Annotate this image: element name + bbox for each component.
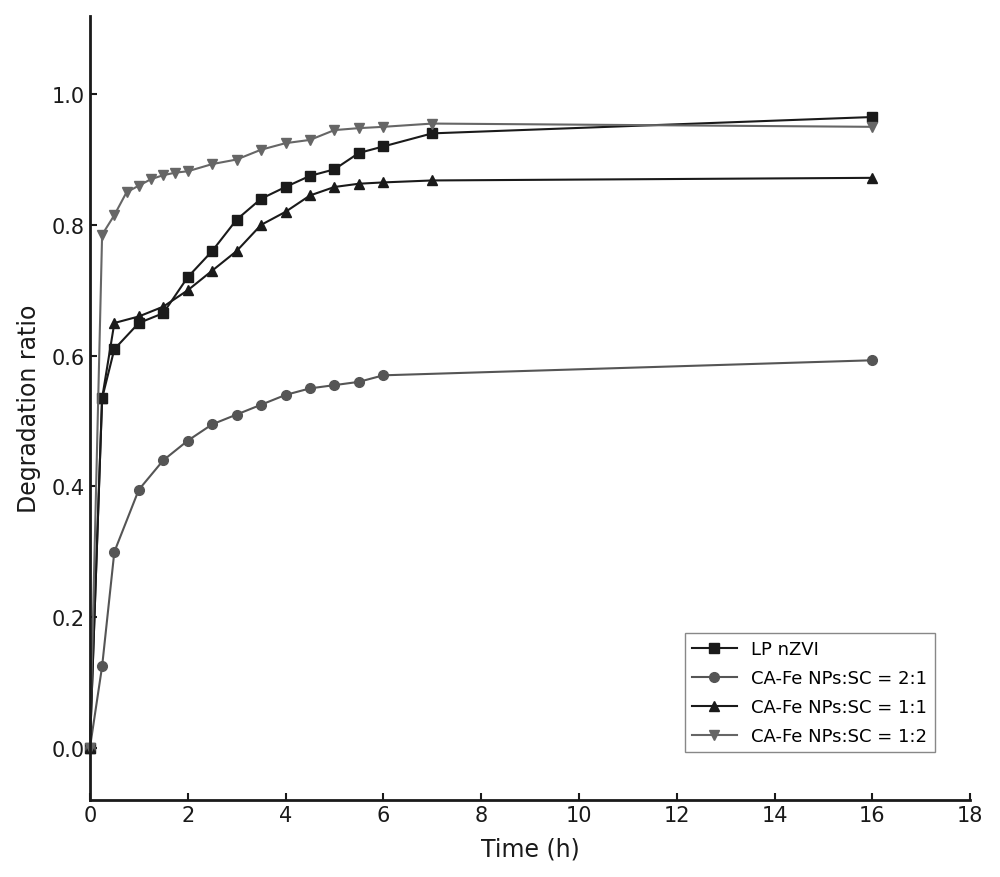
CA-Fe NPs:SC = 1:1 <box>96 394 108 404</box>
LP nZVI <box>182 273 194 283</box>
CA-Fe NPs:SC = 1:1 <box>133 312 145 323</box>
CA-Fe NPs:SC = 1:2 <box>182 167 194 177</box>
CA-Fe NPs:SC = 1:2 <box>96 230 108 240</box>
X-axis label: Time (h): Time (h) <box>481 837 579 860</box>
CA-Fe NPs:SC = 2:1 <box>157 455 169 466</box>
CA-Fe NPs:SC = 1:1 <box>866 174 878 184</box>
CA-Fe NPs:SC = 1:1 <box>377 178 389 189</box>
CA-Fe NPs:SC = 1:1 <box>157 302 169 312</box>
CA-Fe NPs:SC = 2:1 <box>206 419 218 430</box>
CA-Fe NPs:SC = 1:2 <box>353 124 365 134</box>
CA-Fe NPs:SC = 2:1 <box>353 377 365 388</box>
CA-Fe NPs:SC = 1:1 <box>304 191 316 202</box>
CA-Fe NPs:SC = 1:1 <box>255 220 267 231</box>
CA-Fe NPs:SC = 1:2 <box>133 182 145 192</box>
CA-Fe NPs:SC = 1:1 <box>182 286 194 296</box>
Line: CA-Fe NPs:SC = 1:1: CA-Fe NPs:SC = 1:1 <box>85 174 877 753</box>
CA-Fe NPs:SC = 1:2 <box>121 188 133 198</box>
LP nZVI <box>84 743 96 753</box>
LP nZVI <box>426 129 438 139</box>
CA-Fe NPs:SC = 2:1 <box>84 743 96 753</box>
CA-Fe NPs:SC = 1:2 <box>145 175 157 185</box>
LP nZVI <box>206 246 218 257</box>
LP nZVI <box>133 318 145 329</box>
CA-Fe NPs:SC = 2:1 <box>377 371 389 381</box>
CA-Fe NPs:SC = 1:2 <box>377 123 389 133</box>
Line: LP nZVI: LP nZVI <box>85 113 877 753</box>
CA-Fe NPs:SC = 1:1 <box>231 246 243 257</box>
CA-Fe NPs:SC = 1:1 <box>353 179 365 189</box>
CA-Fe NPs:SC = 1:2 <box>206 160 218 170</box>
LP nZVI <box>328 165 340 175</box>
Line: CA-Fe NPs:SC = 1:2: CA-Fe NPs:SC = 1:2 <box>85 119 877 753</box>
CA-Fe NPs:SC = 1:2 <box>84 743 96 753</box>
CA-Fe NPs:SC = 2:1 <box>866 355 878 366</box>
Legend: LP nZVI, CA-Fe NPs:SC = 2:1, CA-Fe NPs:SC = 1:1, CA-Fe NPs:SC = 1:2: LP nZVI, CA-Fe NPs:SC = 2:1, CA-Fe NPs:S… <box>685 633 935 752</box>
CA-Fe NPs:SC = 2:1 <box>182 436 194 446</box>
Y-axis label: Degradation ratio: Degradation ratio <box>17 304 41 513</box>
LP nZVI <box>866 112 878 123</box>
CA-Fe NPs:SC = 1:2 <box>280 139 292 149</box>
CA-Fe NPs:SC = 2:1 <box>328 381 340 391</box>
CA-Fe NPs:SC = 1:2 <box>157 171 169 182</box>
CA-Fe NPs:SC = 1:2 <box>169 168 181 179</box>
CA-Fe NPs:SC = 1:2 <box>255 146 267 156</box>
CA-Fe NPs:SC = 2:1 <box>96 661 108 672</box>
CA-Fe NPs:SC = 1:2 <box>304 135 316 146</box>
CA-Fe NPs:SC = 1:2 <box>328 125 340 136</box>
LP nZVI <box>353 148 365 159</box>
LP nZVI <box>96 394 108 404</box>
LP nZVI <box>304 171 316 182</box>
LP nZVI <box>231 215 243 225</box>
CA-Fe NPs:SC = 2:1 <box>231 410 243 420</box>
CA-Fe NPs:SC = 1:1 <box>328 182 340 193</box>
CA-Fe NPs:SC = 1:1 <box>206 266 218 276</box>
CA-Fe NPs:SC = 2:1 <box>108 547 120 558</box>
CA-Fe NPs:SC = 1:2 <box>108 210 120 221</box>
CA-Fe NPs:SC = 1:2 <box>866 123 878 133</box>
LP nZVI <box>280 182 292 193</box>
CA-Fe NPs:SC = 2:1 <box>280 390 292 401</box>
LP nZVI <box>255 195 267 205</box>
Line: CA-Fe NPs:SC = 2:1: CA-Fe NPs:SC = 2:1 <box>85 356 877 753</box>
LP nZVI <box>108 345 120 355</box>
CA-Fe NPs:SC = 2:1 <box>133 485 145 496</box>
CA-Fe NPs:SC = 1:1 <box>84 743 96 753</box>
CA-Fe NPs:SC = 1:1 <box>426 176 438 187</box>
CA-Fe NPs:SC = 1:2 <box>426 119 438 130</box>
CA-Fe NPs:SC = 1:1 <box>108 318 120 329</box>
CA-Fe NPs:SC = 2:1 <box>304 384 316 395</box>
CA-Fe NPs:SC = 1:2 <box>231 155 243 166</box>
LP nZVI <box>377 142 389 153</box>
CA-Fe NPs:SC = 1:1 <box>280 207 292 217</box>
CA-Fe NPs:SC = 2:1 <box>255 400 267 410</box>
LP nZVI <box>157 309 169 319</box>
